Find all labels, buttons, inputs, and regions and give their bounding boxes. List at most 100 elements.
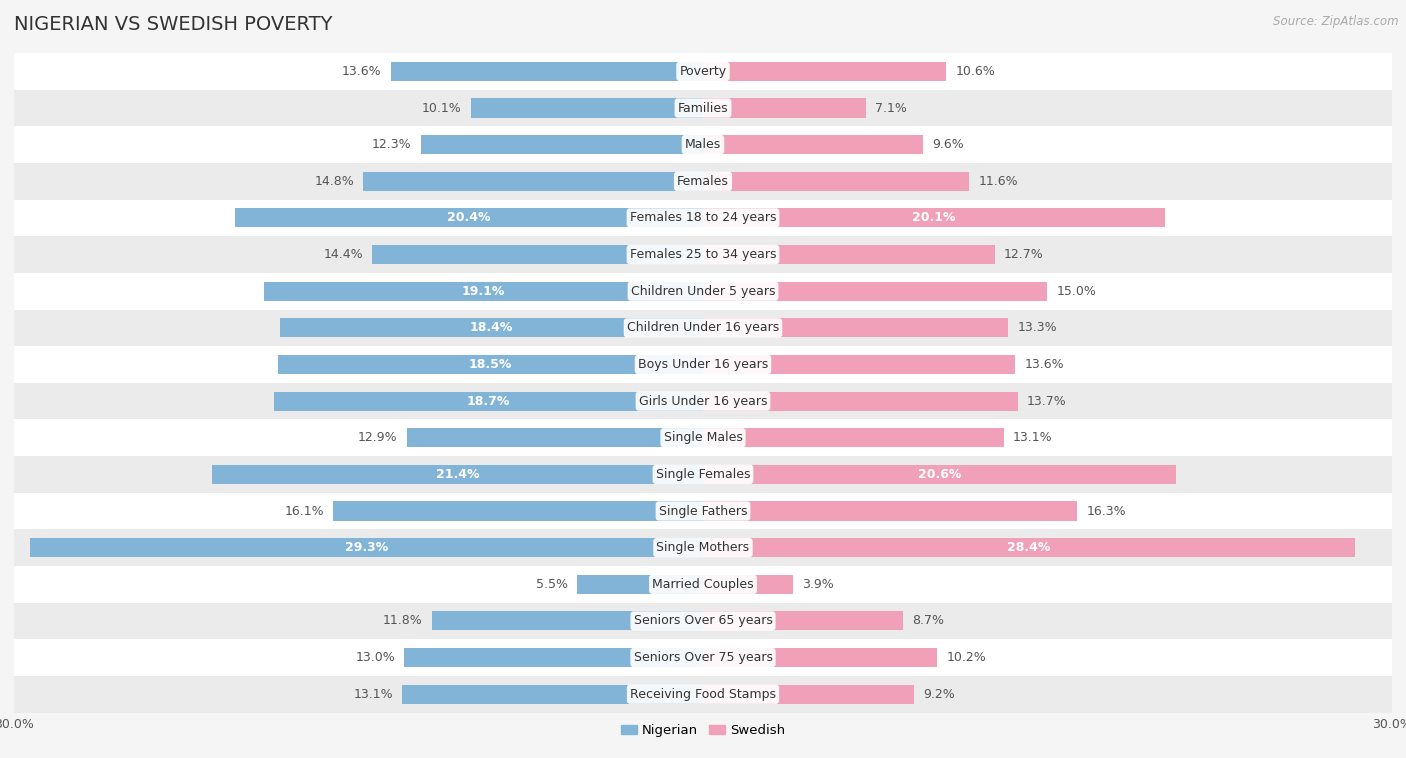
Bar	[14, 456, 1392, 493]
Bar	[30, 538, 703, 557]
Bar	[703, 318, 1008, 337]
Text: Seniors Over 65 years: Seniors Over 65 years	[634, 615, 772, 628]
Bar	[703, 538, 1355, 557]
Bar	[471, 99, 703, 117]
Bar	[14, 163, 1392, 199]
Text: Children Under 16 years: Children Under 16 years	[627, 321, 779, 334]
Text: 9.6%: 9.6%	[932, 138, 965, 151]
Bar	[363, 172, 703, 191]
Text: Boys Under 16 years: Boys Under 16 years	[638, 358, 768, 371]
Bar	[405, 648, 703, 667]
Text: 18.7%: 18.7%	[467, 395, 510, 408]
Bar	[402, 684, 703, 703]
Bar	[703, 135, 924, 154]
Text: 21.4%: 21.4%	[436, 468, 479, 481]
Text: 13.0%: 13.0%	[356, 651, 395, 664]
Bar	[703, 245, 994, 264]
Text: 14.8%: 14.8%	[314, 175, 354, 188]
Text: 8.7%: 8.7%	[912, 615, 943, 628]
Text: Families: Families	[678, 102, 728, 114]
Legend: Nigerian, Swedish: Nigerian, Swedish	[616, 719, 790, 742]
Text: 10.2%: 10.2%	[946, 651, 986, 664]
Bar	[703, 575, 793, 594]
Bar	[14, 127, 1392, 163]
Text: Children Under 5 years: Children Under 5 years	[631, 285, 775, 298]
Bar	[373, 245, 703, 264]
Bar	[576, 575, 703, 594]
Bar	[703, 355, 1015, 374]
Bar	[703, 99, 866, 117]
Bar	[14, 53, 1392, 89]
Text: 13.7%: 13.7%	[1026, 395, 1067, 408]
Text: 11.8%: 11.8%	[382, 615, 423, 628]
Text: 15.0%: 15.0%	[1057, 285, 1097, 298]
Text: 13.6%: 13.6%	[1025, 358, 1064, 371]
Text: Females: Females	[678, 175, 728, 188]
Bar	[14, 566, 1392, 603]
Bar	[14, 603, 1392, 639]
Bar	[14, 493, 1392, 529]
Bar	[14, 199, 1392, 236]
Text: Receiving Food Stamps: Receiving Food Stamps	[630, 688, 776, 700]
Bar	[14, 676, 1392, 713]
Text: Males: Males	[685, 138, 721, 151]
Text: 20.1%: 20.1%	[912, 211, 956, 224]
Bar	[703, 648, 938, 667]
Bar	[703, 612, 903, 631]
Text: 3.9%: 3.9%	[801, 578, 834, 590]
Bar	[14, 383, 1392, 419]
Text: 12.9%: 12.9%	[359, 431, 398, 444]
Bar	[278, 355, 703, 374]
Text: Single Mothers: Single Mothers	[657, 541, 749, 554]
Text: Females 25 to 34 years: Females 25 to 34 years	[630, 248, 776, 261]
Text: 12.3%: 12.3%	[371, 138, 412, 151]
Text: Single Females: Single Females	[655, 468, 751, 481]
Text: 9.2%: 9.2%	[924, 688, 955, 700]
Text: Single Fathers: Single Fathers	[659, 505, 747, 518]
Text: 14.4%: 14.4%	[323, 248, 363, 261]
Text: 7.1%: 7.1%	[875, 102, 907, 114]
Bar	[703, 208, 1164, 227]
Text: 19.1%: 19.1%	[463, 285, 505, 298]
Text: Seniors Over 75 years: Seniors Over 75 years	[634, 651, 772, 664]
Bar	[703, 684, 914, 703]
Bar	[280, 318, 703, 337]
Text: 16.3%: 16.3%	[1087, 505, 1126, 518]
Text: 29.3%: 29.3%	[344, 541, 388, 554]
Text: 20.4%: 20.4%	[447, 211, 491, 224]
Text: Poverty: Poverty	[679, 65, 727, 78]
Bar	[14, 346, 1392, 383]
Bar	[703, 392, 1018, 411]
Bar	[703, 282, 1047, 301]
Text: Females 18 to 24 years: Females 18 to 24 years	[630, 211, 776, 224]
Text: Single Males: Single Males	[664, 431, 742, 444]
Text: 18.4%: 18.4%	[470, 321, 513, 334]
Bar	[274, 392, 703, 411]
Text: 12.7%: 12.7%	[1004, 248, 1043, 261]
Text: 28.4%: 28.4%	[1008, 541, 1050, 554]
Bar	[235, 208, 703, 227]
Bar	[14, 419, 1392, 456]
Text: 13.1%: 13.1%	[1012, 431, 1053, 444]
Text: Source: ZipAtlas.com: Source: ZipAtlas.com	[1274, 15, 1399, 28]
Bar	[14, 529, 1392, 566]
Bar	[14, 309, 1392, 346]
Bar	[14, 273, 1392, 309]
Bar	[703, 428, 1004, 447]
Text: 10.6%: 10.6%	[956, 65, 995, 78]
Bar	[432, 612, 703, 631]
Text: 10.1%: 10.1%	[422, 102, 461, 114]
Text: Married Couples: Married Couples	[652, 578, 754, 590]
Text: 5.5%: 5.5%	[536, 578, 568, 590]
Bar	[406, 428, 703, 447]
Bar	[211, 465, 703, 484]
Bar	[703, 465, 1175, 484]
Bar	[264, 282, 703, 301]
Text: 11.6%: 11.6%	[979, 175, 1018, 188]
Text: 13.1%: 13.1%	[353, 688, 392, 700]
Bar	[703, 62, 946, 81]
Text: 20.6%: 20.6%	[918, 468, 962, 481]
Text: 13.6%: 13.6%	[342, 65, 381, 78]
Bar	[703, 502, 1077, 521]
Bar	[391, 62, 703, 81]
